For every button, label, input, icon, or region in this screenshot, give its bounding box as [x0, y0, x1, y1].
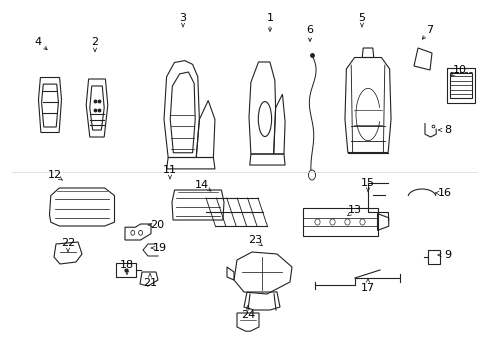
Text: 22: 22: [61, 238, 75, 248]
Text: 13: 13: [347, 205, 361, 215]
Text: 23: 23: [247, 235, 262, 245]
Text: 16: 16: [437, 188, 451, 198]
Text: 4: 4: [34, 37, 41, 47]
Text: 18: 18: [120, 260, 134, 270]
Text: 5: 5: [358, 13, 365, 23]
Text: 12: 12: [48, 170, 62, 180]
Text: 7: 7: [426, 25, 433, 35]
Text: 3: 3: [179, 13, 186, 23]
Text: 21: 21: [142, 278, 157, 288]
Text: 20: 20: [150, 220, 164, 230]
Text: 19: 19: [153, 243, 167, 253]
Text: 24: 24: [241, 310, 255, 320]
Text: 2: 2: [91, 37, 99, 47]
Text: 14: 14: [195, 180, 209, 190]
Text: 11: 11: [163, 165, 177, 175]
Text: 17: 17: [360, 283, 374, 293]
Text: 6: 6: [306, 25, 313, 35]
Text: 1: 1: [266, 13, 273, 23]
Text: 8: 8: [444, 125, 450, 135]
Text: 15: 15: [360, 178, 374, 188]
Text: 9: 9: [444, 250, 450, 260]
Text: 10: 10: [452, 65, 466, 75]
